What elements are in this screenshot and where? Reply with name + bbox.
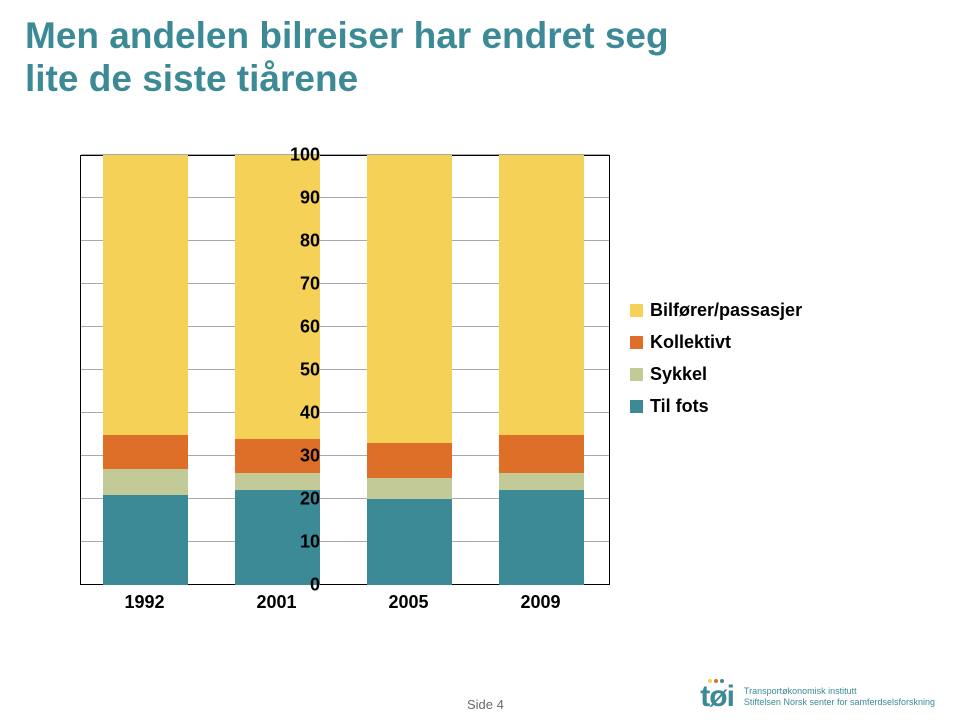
- y-axis-tick: 20: [270, 489, 320, 510]
- bar-segment: [367, 499, 452, 585]
- slide-title: Men andelen bilreiser har endret seg lit…: [0, 0, 960, 100]
- bar-segment: [103, 469, 188, 495]
- logo-line1: Transportøkonomisk institutt: [744, 686, 935, 697]
- toi-logo: tøi Transportøkonomisk institutt Stiftel…: [700, 680, 935, 714]
- x-axis-tick: 2001: [234, 592, 319, 613]
- footer: Side 4 tøi Transportøkonomisk institutt …: [0, 677, 960, 717]
- page-number: Side 4: [467, 697, 504, 712]
- logo-dot: [720, 679, 724, 683]
- legend-label: Til fots: [650, 396, 709, 417]
- y-axis-tick: 100: [270, 145, 320, 166]
- legend-label: Sykkel: [650, 364, 707, 385]
- legend-item: Sykkel: [630, 364, 802, 385]
- bar-segment: [103, 155, 188, 435]
- logo-text-mark: tøi: [700, 680, 734, 713]
- bar-segment: [367, 155, 452, 443]
- logo-subtitle: Transportøkonomisk institutt Stiftelsen …: [744, 686, 935, 708]
- bar-segment: [499, 435, 584, 474]
- bar-group: [499, 156, 584, 585]
- bar-segment: [103, 495, 188, 585]
- y-axis-tick: 60: [270, 317, 320, 338]
- bar-segment: [499, 490, 584, 585]
- bar-segment: [499, 155, 584, 435]
- legend-item: Til fots: [630, 396, 802, 417]
- logo-line2: Stiftelsen Norsk senter for samferdselsf…: [744, 697, 935, 708]
- x-axis-tick: 1992: [102, 592, 187, 613]
- legend-item: Kollektivt: [630, 332, 802, 353]
- bar-group: [103, 156, 188, 585]
- logo-dot: [708, 679, 712, 683]
- legend-swatch: [630, 336, 643, 349]
- y-axis-tick: 50: [270, 360, 320, 381]
- y-axis-tick: 30: [270, 446, 320, 467]
- legend-label: Bilfører/passasjer: [650, 300, 802, 321]
- logo-mark: tøi: [700, 680, 734, 714]
- title-line2: lite de siste tiårene: [25, 58, 960, 101]
- y-axis-tick: 70: [270, 274, 320, 295]
- y-axis-tick: 80: [270, 231, 320, 252]
- chart-plot-area: [80, 155, 610, 585]
- y-axis-tick: 10: [270, 532, 320, 553]
- y-axis-tick: 90: [270, 188, 320, 209]
- stacked-bar-chart: Bilfører/passasjer Kollektivt Sykkel Til fo…: [25, 155, 805, 635]
- bar-group: [367, 156, 452, 585]
- x-axis-tick: 2009: [498, 592, 583, 613]
- chart-legend: Bilfører/passasjer Kollektivt Sykkel Til fo…: [630, 300, 802, 428]
- legend-swatch: [630, 368, 643, 381]
- logo-dots: [708, 679, 724, 683]
- bar-segment: [367, 443, 452, 477]
- legend-swatch: [630, 400, 643, 413]
- legend-item: Bilfører/passasjer: [630, 300, 802, 321]
- y-axis-tick: 40: [270, 403, 320, 424]
- x-axis-tick: 2005: [366, 592, 451, 613]
- legend-swatch: [630, 304, 643, 317]
- logo-dot: [714, 679, 718, 683]
- title-line1: Men andelen bilreiser har endret seg: [25, 15, 960, 58]
- legend-label: Kollektivt: [650, 332, 731, 353]
- bar-segment: [367, 478, 452, 500]
- bar-segment: [499, 473, 584, 490]
- bar-segment: [103, 435, 188, 469]
